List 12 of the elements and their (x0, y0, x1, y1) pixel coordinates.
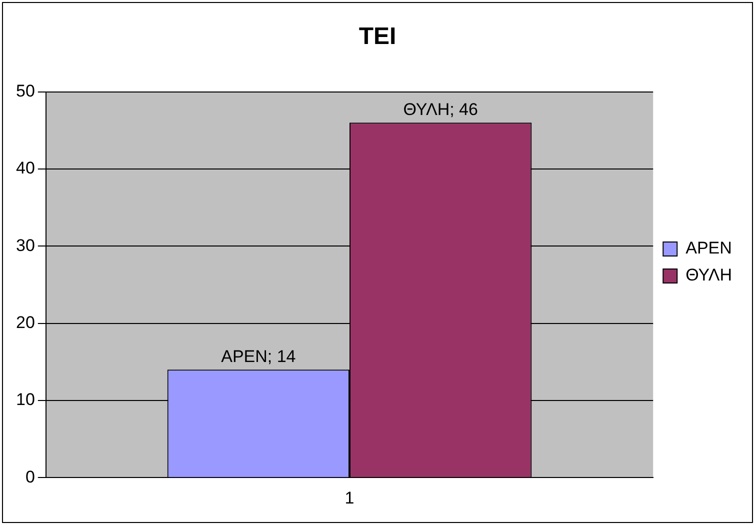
legend-label: ΘΥΛΗ (686, 266, 732, 285)
data-label: ΘΥΛΗ; 46 (403, 100, 478, 119)
y-tick-label: 30 (16, 236, 35, 255)
x-tick-label: 1 (344, 488, 354, 508)
y-tick-label: 0 (25, 467, 35, 486)
y-tick-label: 40 (16, 158, 35, 178)
y-tick-label: 10 (16, 390, 35, 410)
data-label: ΑΡΕΝ; 14 (221, 346, 296, 366)
y-tick-label: 50 (16, 81, 35, 100)
chart-title: ΤΕΙ (358, 23, 396, 50)
y-tick-label: 20 (16, 312, 35, 332)
legend-label: ΑΡΕΝ (686, 238, 732, 258)
